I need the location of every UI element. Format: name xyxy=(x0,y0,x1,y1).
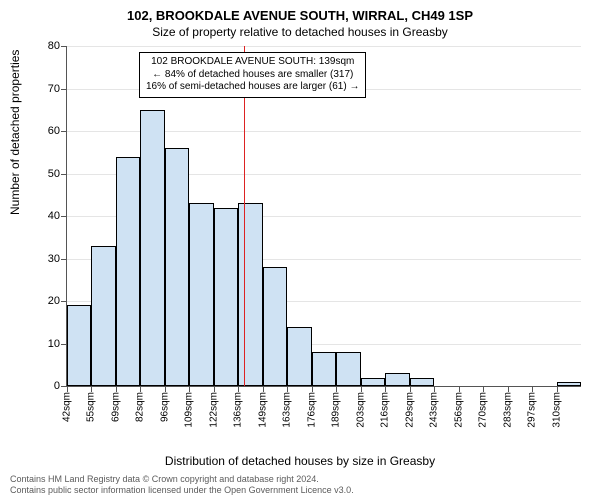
annotation-line3: 16% of semi-detached houses are larger (… xyxy=(146,81,359,94)
y-tick-label: 80 xyxy=(48,40,60,52)
footer-line1: Contains HM Land Registry data © Crown c… xyxy=(10,474,354,485)
x-tick-label: 55sqm xyxy=(86,392,97,422)
x-tick-label: 189sqm xyxy=(331,392,342,428)
x-tick-label: 96sqm xyxy=(159,392,170,422)
histogram-bar xyxy=(91,246,115,386)
x-axis-title: Distribution of detached houses by size … xyxy=(0,454,600,468)
x-tick-label: 176sqm xyxy=(306,392,317,428)
histogram-bar xyxy=(361,378,385,387)
plot-area: 0102030405060708042sqm55sqm69sqm82sqm96s… xyxy=(66,46,581,387)
histogram-bar xyxy=(116,157,140,387)
x-tick-label: 256sqm xyxy=(453,392,464,428)
y-tick xyxy=(61,301,67,302)
x-tick-label: 270sqm xyxy=(478,392,489,428)
x-tick-label: 283sqm xyxy=(502,392,513,428)
histogram-bar xyxy=(312,352,336,386)
y-tick-label: 10 xyxy=(48,338,60,350)
x-tick-label: 203sqm xyxy=(355,392,366,428)
y-tick xyxy=(61,174,67,175)
y-tick-label: 30 xyxy=(48,253,60,265)
page-title: 102, BROOKDALE AVENUE SOUTH, WIRRAL, CH4… xyxy=(0,0,600,23)
x-tick-label: 216sqm xyxy=(380,392,391,428)
x-tick-label: 310sqm xyxy=(551,392,562,428)
y-tick-label: 20 xyxy=(48,295,60,307)
histogram-chart: 0102030405060708042sqm55sqm69sqm82sqm96s… xyxy=(46,46,580,416)
x-tick-label: 297sqm xyxy=(527,392,538,428)
y-tick xyxy=(61,89,67,90)
y-tick-label: 0 xyxy=(54,380,60,392)
footer-attribution: Contains HM Land Registry data © Crown c… xyxy=(10,474,354,496)
x-tick-label: 136sqm xyxy=(233,392,244,428)
y-tick xyxy=(61,131,67,132)
y-tick-label: 60 xyxy=(48,125,60,137)
histogram-bar xyxy=(557,382,581,386)
y-tick-label: 50 xyxy=(48,168,60,180)
x-tick-label: 109sqm xyxy=(184,392,195,428)
histogram-bar xyxy=(287,327,311,387)
histogram-bar xyxy=(385,373,409,386)
gridline xyxy=(67,46,581,47)
histogram-bar xyxy=(140,110,164,386)
annotation-line2: ← 84% of detached houses are smaller (31… xyxy=(146,69,359,82)
y-tick xyxy=(61,259,67,260)
y-tick xyxy=(61,46,67,47)
x-tick-label: 42sqm xyxy=(62,392,73,422)
y-axis-title: Number of detached properties xyxy=(8,50,22,215)
x-tick-label: 163sqm xyxy=(282,392,293,428)
histogram-bar xyxy=(263,267,287,386)
histogram-bar xyxy=(165,148,189,386)
y-tick-label: 70 xyxy=(48,83,60,95)
histogram-bar xyxy=(67,305,91,386)
x-tick-label: 69sqm xyxy=(110,392,121,422)
histogram-bar xyxy=(189,203,213,386)
y-tick xyxy=(61,216,67,217)
x-tick-label: 229sqm xyxy=(404,392,415,428)
x-tick-label: 122sqm xyxy=(208,392,219,428)
annotation-box: 102 BROOKDALE AVENUE SOUTH: 139sqm ← 84%… xyxy=(139,52,366,98)
histogram-bar xyxy=(238,203,262,386)
histogram-bar xyxy=(214,208,238,387)
histogram-bar xyxy=(336,352,360,386)
y-tick-label: 40 xyxy=(48,210,60,222)
histogram-bar xyxy=(410,378,434,387)
x-tick-label: 243sqm xyxy=(429,392,440,428)
page-subtitle: Size of property relative to detached ho… xyxy=(0,23,600,39)
x-tick-label: 82sqm xyxy=(135,392,146,422)
footer-line2: Contains public sector information licen… xyxy=(10,485,354,496)
x-tick-label: 149sqm xyxy=(257,392,268,428)
annotation-line1: 102 BROOKDALE AVENUE SOUTH: 139sqm xyxy=(146,56,359,69)
